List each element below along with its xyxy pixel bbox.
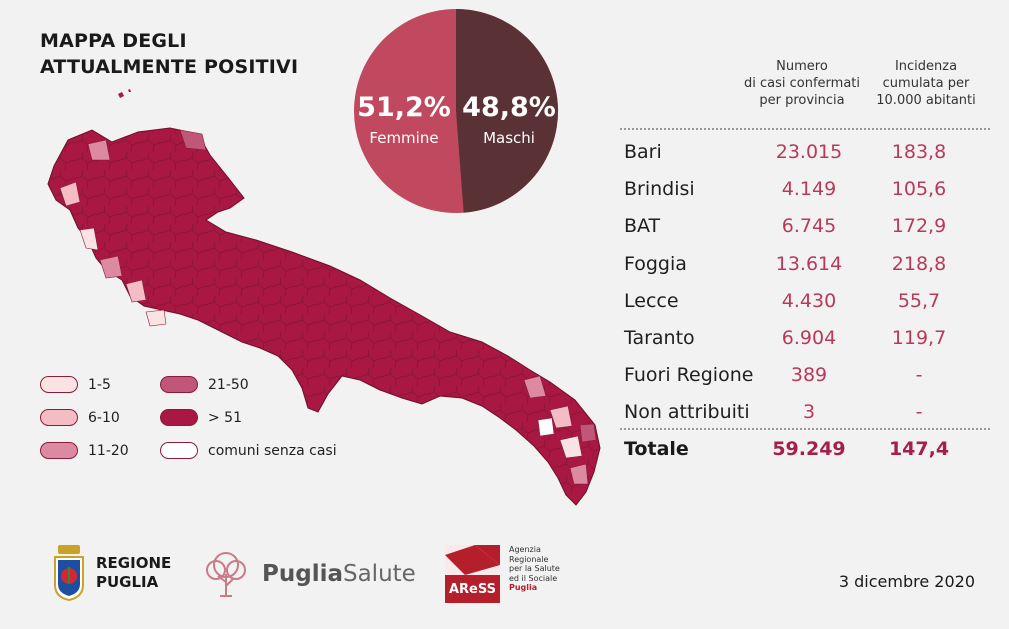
legend-label: 21-50 (208, 376, 249, 393)
header-incidence: Incidenza cumulata per 10.000 abitanti (866, 58, 986, 109)
legend-label: 6-10 (88, 409, 120, 426)
legend-swatch (40, 409, 78, 426)
ares-line: per la Salute (509, 564, 560, 573)
regione-line: REGIONE (96, 554, 172, 572)
aress-mark-text: AReSS (448, 582, 497, 597)
female-pct: 51,2% (357, 92, 451, 123)
ares-line: Agenzia (509, 545, 541, 554)
male-pct: 48,8% (462, 92, 556, 123)
legend-item: comuni senza casi (160, 442, 337, 459)
puglia-word: Puglia (262, 561, 343, 587)
province-cases: 389 (790, 364, 828, 386)
province-cases: 4.149 (781, 178, 837, 200)
pie-slice-male (456, 9, 558, 213)
female-text: Femmine (369, 129, 439, 147)
province-incidence: 218,8 (891, 253, 947, 275)
header-inc-line: 10.000 abitanti (876, 93, 976, 108)
legend-label: comuni senza casi (208, 442, 337, 459)
header-cases-line: di casi confermati (744, 76, 860, 91)
province-cases: 13.614 (775, 253, 843, 275)
province-cases: 23.015 (775, 141, 843, 163)
province-name: Lecce (624, 290, 679, 312)
province-incidence: - (915, 401, 923, 423)
coat-of-arms-icon (54, 545, 84, 601)
title-line-1: MAPPA DEGLI (40, 30, 187, 52)
province-incidence: - (915, 364, 923, 386)
title-line-2: ATTUALMENTE POSITIVI (40, 56, 299, 78)
province-cases: 4.430 (781, 290, 837, 312)
table-row: Foggia 13.614 218,8 (624, 245, 984, 282)
table-total-row: Totale 59.249 147,4 (624, 430, 984, 467)
province-cases: 3 (802, 401, 816, 423)
gender-pie-chart (354, 9, 558, 213)
province-name: Bari (624, 141, 662, 163)
total-cases: 59.249 (772, 438, 846, 460)
province-incidence: 172,9 (891, 215, 947, 237)
ares-region: Puglia (509, 583, 538, 592)
header-inc-line: Incidenza (894, 59, 958, 74)
legend-swatch (40, 442, 78, 459)
legend-swatch (160, 376, 198, 393)
ares-line: Regionale (509, 554, 549, 564)
male-label: 48,8% Maschi (456, 92, 562, 147)
salute-word: Salute (342, 561, 416, 587)
table-divider-bottom (620, 428, 990, 430)
legend-item: 11-20 (40, 442, 129, 459)
province-incidence: 119,7 (891, 327, 947, 349)
province-name: Foggia (624, 253, 687, 275)
male-text: Maschi (483, 129, 535, 147)
legend-item: > 51 (160, 409, 242, 426)
province-name: Fuori Regione (624, 364, 754, 386)
province-cases: 6.745 (781, 215, 837, 237)
table-row: Bari 23.015 183,8 (624, 133, 984, 170)
legend-item: 6-10 (40, 409, 120, 426)
legend-label: 1-5 (88, 376, 111, 393)
ares-line: ed il Sociale (509, 573, 558, 583)
header-inc-line: cumulata per (882, 76, 970, 91)
province-incidence: 105,6 (891, 178, 947, 200)
province-name: Non attribuiti (624, 401, 750, 423)
header-cases-line: per provincia (759, 93, 845, 108)
puglia-salute-logo: PugliaSalute (200, 548, 416, 600)
legend-item: 21-50 (160, 376, 249, 393)
female-label: 51,2% Femmine (349, 92, 459, 147)
province-incidence: 183,8 (891, 141, 947, 163)
header-cases-line: Numero (776, 59, 828, 74)
table-row: Taranto 6.904 119,7 (624, 319, 984, 356)
total-incidence: 147,4 (888, 438, 950, 460)
table-row: Non attribuiti 3 - (624, 393, 984, 430)
table-row: Fuori Regione 389 - (624, 356, 984, 393)
puglia-map (47, 89, 601, 506)
province-name: Brindisi (624, 178, 695, 200)
page-title: MAPPA DEGLI ATTUALMENTE POSITIVI (40, 28, 298, 80)
report-date: 3 dicembre 2020 (838, 572, 975, 591)
regione-puglia-logo: REGIONE PUGLIA (52, 545, 171, 601)
legend-swatch (40, 376, 78, 393)
legend-label: 11-20 (88, 442, 129, 459)
tree-icon (206, 552, 246, 597)
legend-swatch (160, 409, 198, 426)
legend-label: > 51 (208, 409, 242, 426)
legend-swatch (160, 442, 198, 459)
table-row: Lecce 4.430 55,7 (624, 282, 984, 319)
table-row: Brindisi 4.149 105,6 (624, 170, 984, 207)
province-incidence: 55,7 (897, 290, 941, 312)
puglia-line: PUGLIA (96, 573, 159, 591)
total-name: Totale (624, 438, 689, 460)
aress-mark: AReSS (445, 545, 500, 603)
aress-logo: AReSS Agenzia Regionale per la Salute ed… (445, 545, 579, 603)
table-divider-top (620, 128, 990, 130)
legend-item: 1-5 (40, 376, 111, 393)
province-cases: 6.904 (781, 327, 837, 349)
province-name: Taranto (624, 327, 695, 349)
table-row: BAT 6.745 172,9 (624, 207, 984, 244)
aress-shape-icon (445, 545, 500, 575)
province-name: BAT (624, 215, 661, 237)
header-cases: Numero di casi confermati per provincia (732, 58, 872, 109)
